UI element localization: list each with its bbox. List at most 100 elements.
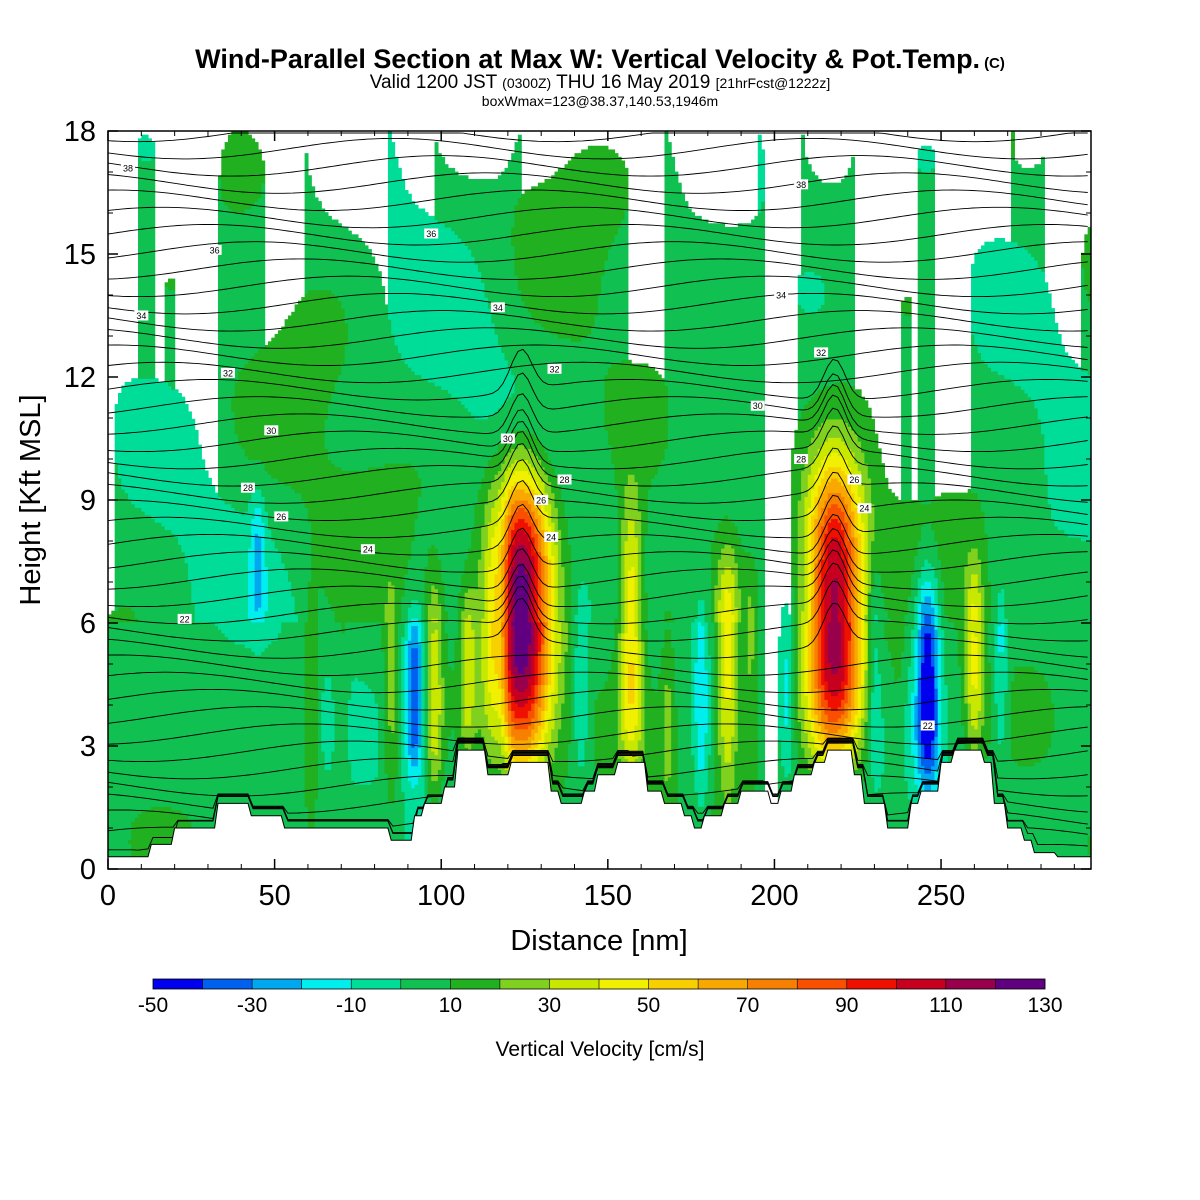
- velocity-cell: [431, 621, 436, 634]
- velocity-cell: [541, 555, 546, 623]
- velocity-cell: [497, 444, 502, 472]
- velocity-cell: [517, 289, 522, 431]
- velocity-cell: [827, 721, 832, 734]
- velocity-cell: [127, 381, 132, 501]
- velocity-cell: [304, 293, 309, 508]
- velocity-cell: [251, 459, 256, 494]
- velocity-cell: [231, 131, 236, 213]
- velocity-cell: [997, 592, 1002, 627]
- velocity-cell: [527, 677, 532, 697]
- velocity-cell: [244, 131, 249, 210]
- velocity-cell: [1034, 164, 1039, 261]
- velocity-cell: [884, 621, 889, 641]
- velocity-cell: [627, 518, 632, 571]
- velocity-cell: [454, 396, 459, 641]
- velocity-cell: [347, 621, 352, 700]
- theta-contour-line: [108, 310, 1088, 332]
- velocity-cell: [1061, 529, 1065, 869]
- velocity-cell: [531, 654, 536, 686]
- velocity-cell: [251, 204, 256, 357]
- svg-text:9: 9: [80, 485, 96, 517]
- svg-text:150: 150: [584, 880, 632, 912]
- velocity-cell: [871, 540, 876, 590]
- velocity-cell: [837, 455, 842, 468]
- velocity-cell: [1041, 433, 1045, 675]
- velocity-cell: [967, 702, 972, 741]
- velocity-cell: [697, 769, 702, 807]
- velocity-cell: [524, 728, 529, 741]
- velocity-cell: [847, 688, 852, 708]
- velocity-cell: [127, 621, 132, 841]
- velocity-cell: [511, 463, 516, 475]
- velocity-cell: [554, 507, 559, 545]
- velocity-cell: [251, 138, 256, 206]
- velocity-cell: [511, 695, 516, 711]
- velocity-cell: [677, 182, 682, 869]
- velocity-cell: [907, 297, 912, 317]
- velocity-cell: [634, 725, 639, 759]
- velocity-cell: [224, 142, 229, 206]
- velocity-cell: [487, 522, 492, 568]
- velocity-cell: [717, 559, 722, 601]
- theta-contour-line: [108, 737, 1088, 763]
- velocity-cell: [974, 607, 979, 623]
- velocity-cell: [564, 164, 569, 339]
- velocity-cell: [227, 503, 232, 641]
- x-tick: 100: [417, 131, 465, 912]
- velocity-cell: [201, 459, 206, 623]
- velocity-cell: [477, 559, 482, 730]
- velocity-cell: [441, 223, 446, 390]
- velocity-cell: [347, 699, 352, 763]
- velocity-cell: [507, 160, 512, 368]
- theta-contour-line: [108, 723, 1088, 745]
- velocity-cell: [417, 621, 422, 645]
- velocity-cell: [341, 470, 346, 634]
- velocity-cell: [604, 429, 609, 682]
- velocity-cell: [1031, 765, 1035, 848]
- velocity-cell: [831, 695, 836, 711]
- velocity-cell: [921, 503, 925, 527]
- velocity-cell: [817, 522, 822, 560]
- velocity-cell: [224, 503, 229, 638]
- velocity-cell: [914, 555, 919, 597]
- velocity-cell: [514, 522, 519, 534]
- velocity-cell: [331, 392, 336, 464]
- velocity-cell: [521, 706, 526, 719]
- velocity-cell: [247, 459, 252, 501]
- velocity-cell: [224, 204, 229, 505]
- velocity-cell: [507, 514, 512, 527]
- velocity-cell: [304, 621, 309, 807]
- velocity-cell: [124, 607, 129, 623]
- velocity-cell: [914, 595, 919, 638]
- velocity-cell: [261, 348, 266, 464]
- velocity-cell: [467, 588, 472, 615]
- velocity-cell: [731, 226, 736, 523]
- velocity-cell: [501, 544, 506, 623]
- velocity-cell: [814, 496, 819, 520]
- velocity-cell: [351, 621, 356, 682]
- svg-text:32: 32: [223, 368, 233, 378]
- velocity-cell: [1014, 666, 1019, 763]
- velocity-cell: [241, 448, 246, 516]
- velocity-cell: [627, 474, 632, 520]
- colorbar-swatch: [995, 979, 1046, 989]
- velocity-cell: [517, 739, 522, 752]
- velocity-cell: [277, 632, 282, 869]
- velocity-cell: [831, 437, 836, 453]
- velocity-cell: [527, 463, 532, 475]
- velocity-cell: [341, 632, 346, 863]
- velocity-cell: [931, 588, 935, 608]
- velocity-cell: [357, 470, 362, 623]
- velocity-cell: [901, 300, 905, 313]
- velocity-cell: [611, 463, 616, 652]
- theta-label: 32: [814, 347, 829, 358]
- velocity-cell: [321, 289, 326, 590]
- velocity-cell: [261, 182, 266, 350]
- velocity-cell: [934, 540, 939, 579]
- svg-text:24: 24: [363, 545, 373, 555]
- velocity-cell: [1001, 374, 1005, 590]
- velocity-cell: [881, 592, 886, 719]
- velocity-cell: [811, 437, 816, 464]
- velocity-cell: [454, 234, 459, 398]
- velocity-cell: [617, 632, 622, 759]
